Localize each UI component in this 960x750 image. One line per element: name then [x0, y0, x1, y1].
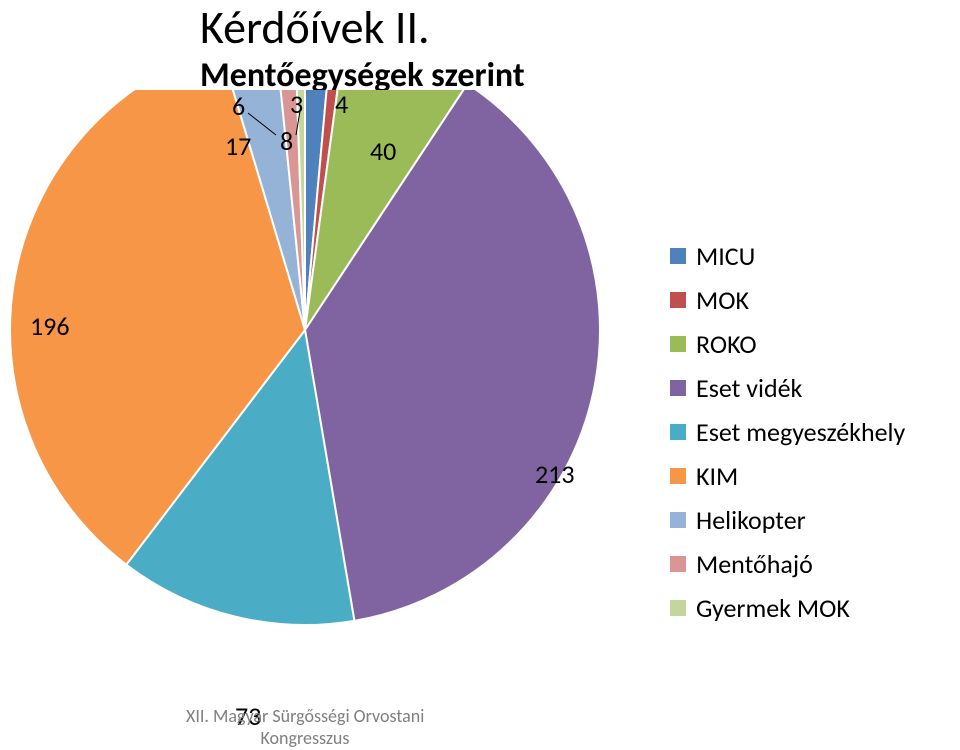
legend-item: ROKO — [670, 328, 905, 360]
legend-label: MICU — [696, 240, 755, 272]
legend-item: MICU — [670, 240, 905, 272]
legend-swatch — [670, 292, 686, 308]
pie-value-label: 196 — [30, 310, 70, 342]
legend-swatch — [670, 468, 686, 484]
legend-item: Mentőhajó — [670, 548, 905, 580]
pie-value-label: 40 — [370, 135, 396, 167]
pie-value-label: 6 — [232, 90, 245, 122]
legend-swatch — [670, 600, 686, 616]
legend-label: Mentőhajó — [696, 548, 813, 580]
footer-line-2: Kongresszus — [261, 727, 350, 749]
legend-swatch — [670, 556, 686, 572]
legend-label: Eset megyeszékhely — [696, 416, 905, 448]
legend-label: ROKO — [696, 328, 757, 360]
pie-value-label: 4 — [335, 88, 348, 120]
legend-label: KIM — [696, 460, 738, 492]
legend-item: Eset megyeszékhely — [670, 416, 905, 448]
legend-swatch — [670, 424, 686, 440]
legend-swatch — [670, 380, 686, 396]
legend-swatch — [670, 512, 686, 528]
legend-label: MOK — [696, 284, 749, 316]
legend-swatch — [670, 248, 686, 264]
legend-item: Helikopter — [670, 504, 905, 536]
legend-item: Gyermek MOK — [670, 592, 905, 624]
legend-label: Helikopter — [696, 504, 806, 536]
pie-value-label: 8 — [280, 125, 293, 157]
legend-label: Gyermek MOK — [696, 592, 850, 624]
pie-value-label: 17 — [225, 130, 251, 162]
legend-item: Eset vidék — [670, 372, 905, 404]
legend-item: KIM — [670, 460, 905, 492]
legend-swatch — [670, 336, 686, 352]
page-title: Kérdőívek II. — [200, 0, 430, 56]
legend-item: MOK — [670, 284, 905, 316]
pie-value-label: 213 — [535, 458, 575, 490]
pie-value-label: 3 — [290, 88, 303, 120]
legend: MICU MOK ROKO Eset vidék Eset megyeszékhely K… — [670, 240, 905, 636]
legend-label: Eset vidék — [696, 372, 802, 404]
footer-line-1: XII. Magyar Sürgősségi Orvostani — [186, 705, 424, 727]
pie-chart — [10, 90, 610, 690]
